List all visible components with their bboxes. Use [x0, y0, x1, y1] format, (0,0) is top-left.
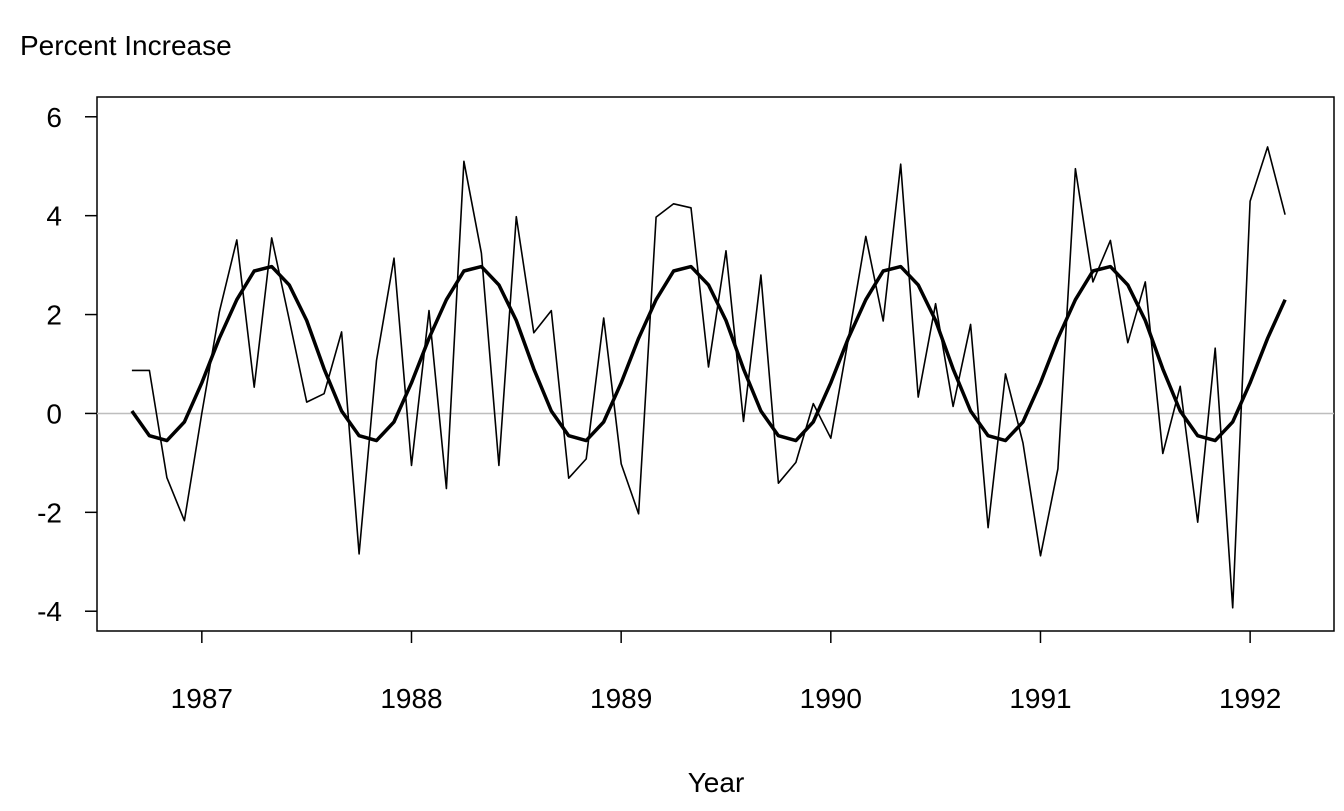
y-tick-label: 6	[46, 102, 62, 133]
plot-frame	[97, 97, 1334, 631]
y-tick-label: -4	[37, 596, 62, 627]
x-tick-label: 1992	[1219, 683, 1281, 714]
y-tick-label: 2	[46, 300, 62, 331]
y-axis: -4 -2 0 2 4 6	[37, 102, 97, 627]
seasonal-fit-line	[132, 267, 1285, 441]
y-tick-label: 0	[46, 398, 62, 429]
monthly-series-line	[132, 147, 1285, 608]
x-tick-label: 1989	[590, 683, 652, 714]
y-tick-label: 4	[46, 201, 62, 232]
y-axis-label: Percent Increase	[20, 30, 232, 61]
series-group	[132, 147, 1285, 608]
x-tick-label: 1988	[380, 683, 442, 714]
x-axis: 1987 1988 1989 1990 1991 1992	[171, 631, 1282, 714]
x-tick-label: 1987	[171, 683, 233, 714]
x-tick-label: 1991	[1009, 683, 1071, 714]
x-axis-label: Year	[688, 767, 745, 798]
y-tick-label: -2	[37, 497, 62, 528]
x-tick-label: 1990	[800, 683, 862, 714]
